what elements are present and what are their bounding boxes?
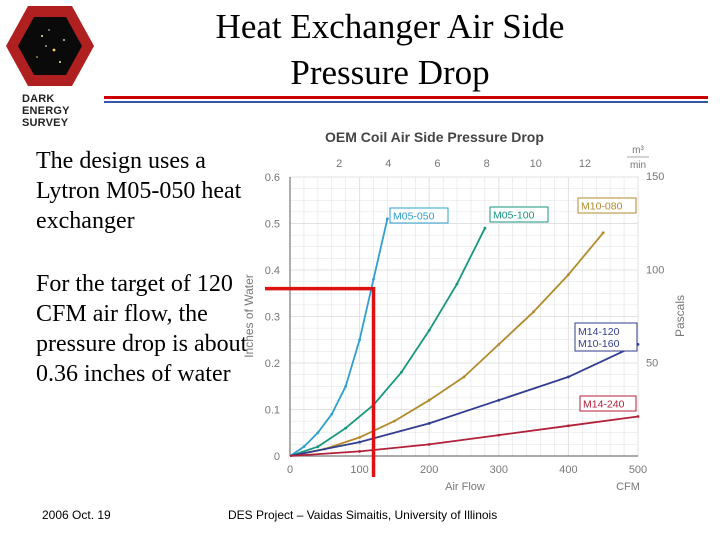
series-point — [483, 226, 487, 230]
series-point — [330, 412, 334, 416]
series-label-text: M10-080 — [581, 201, 623, 213]
logo-text-line2: SURVEY — [22, 117, 69, 129]
series-point — [358, 440, 361, 444]
x-axis-unit: CFM — [616, 481, 640, 493]
series-line-m10-080 — [289, 232, 604, 457]
top-unit-numerator: m³ — [632, 145, 644, 156]
series-label-box — [574, 322, 638, 352]
series-label-text: M05-100 — [493, 210, 535, 222]
series-point — [372, 277, 375, 281]
series-point — [358, 450, 361, 453]
body-paragraph-1: The design uses a Lytron M05-050 heat ex… — [36, 148, 242, 234]
series-point — [427, 443, 431, 446]
title-rule-red — [104, 96, 708, 99]
series-point — [497, 398, 501, 402]
y-axis-label-right: Pascals — [673, 295, 687, 337]
top-tick-label: 6 — [434, 158, 440, 170]
series-point — [302, 445, 306, 449]
series-line-m14-240 — [289, 415, 639, 457]
slide-title-line2: Pressure Drop — [290, 53, 490, 92]
chart-title: OEM Coil Air Side Pressure Drop — [325, 129, 544, 145]
series-point — [455, 282, 459, 286]
series-point — [497, 433, 501, 437]
series-line-m05-100 — [289, 227, 486, 457]
y-tick-label: 0.1 — [265, 405, 280, 417]
hexagon-galaxy-logo-icon — [6, 6, 94, 86]
right-tick-label: 150 — [646, 171, 664, 183]
y-tick-label: 0.5 — [265, 219, 280, 231]
footer-date: 2006 Oct. 19 — [42, 508, 111, 522]
series-point — [567, 273, 570, 277]
x-tick-label: 300 — [490, 464, 508, 476]
top-tick-label: 8 — [484, 158, 490, 170]
x-tick-label: 400 — [559, 464, 577, 476]
y-axis-label-left: Inches of Water — [242, 274, 256, 358]
series-label-text: M10-160 — [578, 338, 620, 350]
top-unit-denominator: min — [630, 160, 646, 171]
series-point — [316, 445, 320, 449]
series-point — [344, 384, 348, 388]
target-crosshair-marker — [265, 286, 376, 477]
slide-title-line1: Heat Exchanger Air Side — [215, 7, 565, 46]
right-tick-label: 50 — [646, 358, 658, 370]
series-point — [386, 217, 389, 221]
top-tick-label: 12 — [579, 158, 591, 170]
series-point — [497, 343, 501, 346]
x-axis-label: Air Flow — [445, 481, 485, 493]
series-label-text: M05-050 — [393, 211, 435, 223]
body-paragraph-2: For the target of 120 CFM air flow, the … — [36, 271, 248, 387]
y-tick-label: 0.2 — [265, 358, 280, 370]
series-label-text: M14-240 — [583, 399, 625, 411]
series-point — [344, 426, 348, 430]
right-tick-label: 100 — [646, 264, 664, 276]
series-point — [427, 422, 431, 425]
series-label-text: M14-120 — [578, 326, 620, 338]
series-point — [462, 375, 466, 379]
slide-title: Heat Exchanger Air Side Pressure Drop — [130, 4, 650, 96]
des-logo: DARK ENERGY SURVEY — [0, 0, 100, 129]
series-line-m14-120-m10-160 — [289, 343, 639, 457]
series-point — [358, 338, 361, 342]
series-point — [427, 329, 431, 332]
series-point — [358, 436, 361, 439]
series-point — [400, 370, 403, 374]
y-tick-label: 0.4 — [265, 265, 280, 277]
top-tick-label: 10 — [530, 158, 542, 170]
series-label-box — [489, 206, 549, 223]
y-tick-label: 0.3 — [265, 312, 280, 324]
series-point — [636, 415, 640, 418]
y-tick-label: 0 — [274, 451, 280, 463]
series-point — [567, 424, 570, 428]
logo-text-line1: DARK ENERGY — [22, 93, 70, 117]
title-rule-blue — [104, 101, 708, 103]
x-tick-label: 200 — [420, 464, 438, 476]
series-point — [567, 375, 570, 379]
x-tick-label: 100 — [350, 464, 368, 476]
series-point — [316, 431, 320, 435]
footer-project: DES Project – Vaidas Simaitis, Universit… — [228, 508, 498, 522]
series-point — [427, 398, 431, 402]
series-label-box — [389, 207, 449, 224]
x-tick-label: 500 — [629, 464, 647, 476]
series-point — [393, 419, 396, 423]
series-label-box — [577, 197, 637, 214]
top-tick-label: 4 — [385, 158, 391, 170]
logo-wordmark: DARK ENERGY SURVEY — [22, 93, 100, 129]
top-tick-label: 2 — [336, 158, 342, 170]
series-point — [601, 231, 605, 235]
x-tick-label: 0 — [287, 464, 293, 476]
series-point — [532, 310, 535, 314]
y-tick-label: 0.6 — [265, 172, 280, 184]
series-label-box — [579, 395, 637, 412]
